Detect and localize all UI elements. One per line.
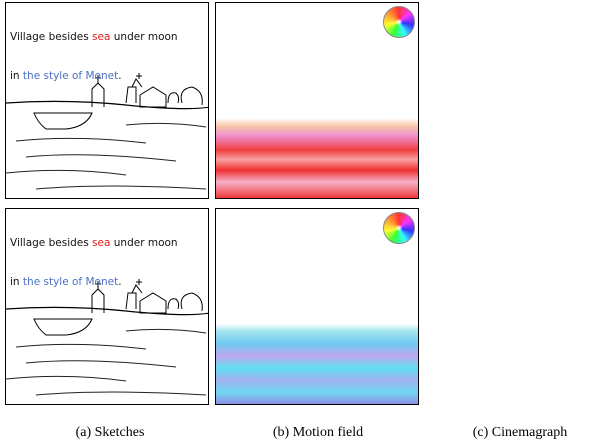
prompt-text: under moon — [110, 31, 177, 43]
prompt-text: in — [10, 276, 23, 288]
caption: (b) Motion field — [218, 425, 418, 441]
prompt-text: the style of Monet — [23, 70, 118, 82]
prompt: Village besides sea under moon in the st… — [10, 211, 178, 315]
motion-field-panel — [215, 208, 419, 405]
color-wheel — [383, 212, 415, 244]
page: Village besides sea under moon in the st… — [0, 0, 603, 446]
prompt-text: in — [10, 70, 23, 82]
motion-field — [216, 118, 418, 198]
caption: (c) Cinemagraph — [420, 425, 603, 441]
color-wheel — [383, 6, 415, 38]
prompt-text: the style of Monet — [23, 276, 118, 288]
motion-field — [216, 324, 418, 404]
sketch-panel: Village besides sea under moon in the st… — [5, 208, 209, 405]
prompt-text: Village besides — [10, 31, 92, 43]
prompt: Village besides sea under moon in the st… — [10, 5, 178, 109]
prompt-text: . — [118, 276, 121, 288]
prompt-text: . — [118, 70, 121, 82]
prompt-text: Village besides — [10, 237, 92, 249]
caption: (a) Sketches — [10, 425, 210, 441]
prompt-text: sea — [92, 31, 110, 43]
sketch-panel: Village besides sea under moon in the st… — [5, 2, 209, 199]
prompt-text: sea — [92, 237, 110, 249]
prompt-text: under moon — [110, 237, 177, 249]
motion-field-panel — [215, 2, 419, 199]
